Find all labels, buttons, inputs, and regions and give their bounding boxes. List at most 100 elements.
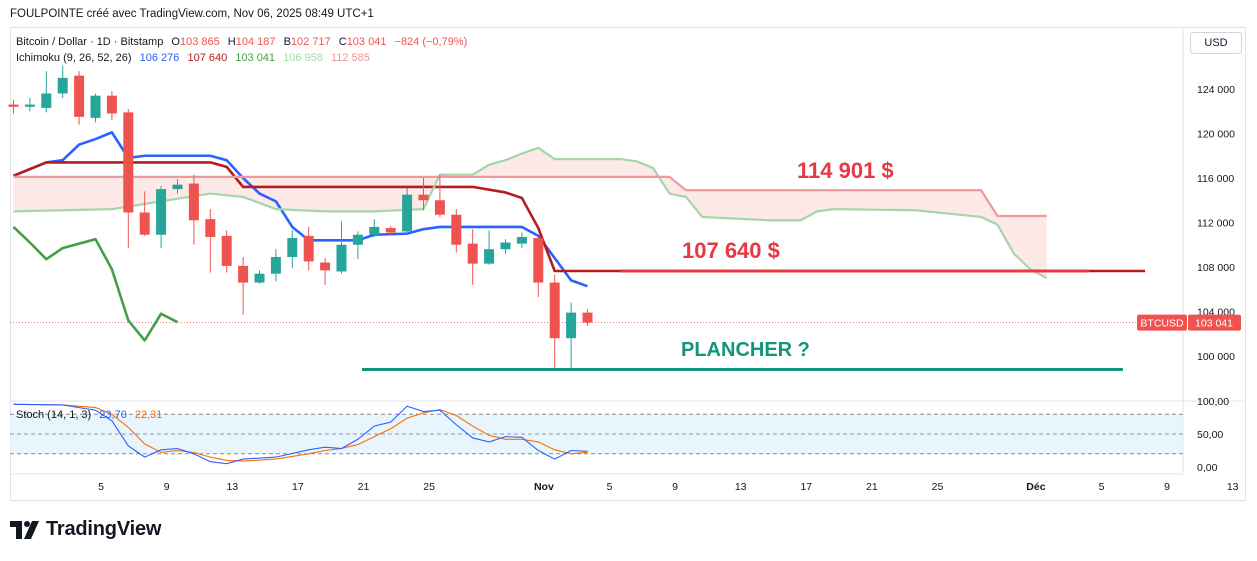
time-axis-tick: 5 <box>607 481 613 493</box>
ichimoku-senkou-a: 106 958 <box>283 52 323 64</box>
time-axis-tick: 5 <box>98 481 104 493</box>
time-axis-tick: 13 <box>226 481 238 493</box>
ohlc-legend: Bitcoin / Dollar · 1D · Bitstamp O103 86… <box>16 36 472 48</box>
candle-body <box>451 214 462 245</box>
price-axis-tick: 116 000 <box>1197 173 1234 185</box>
price-axis-tick: 112 000 <box>1197 218 1234 230</box>
stoch-band <box>10 414 1183 454</box>
stoch-k-value: 23,70 <box>99 409 127 421</box>
candle-body <box>303 235 314 262</box>
time-axis-tick: 5 <box>1099 481 1105 493</box>
time-axis-tick: 9 <box>1164 481 1170 493</box>
candle-body <box>582 312 593 323</box>
kijun-line <box>13 161 1146 273</box>
close-value: C103 041 <box>338 36 387 48</box>
ichimoku-kijun: 107 640 <box>187 52 228 64</box>
ichimoku-senkou-b: 112 585 <box>330 52 370 64</box>
time-axis-tick: 25 <box>423 481 435 493</box>
candle-body <box>74 75 85 117</box>
candle-body <box>336 244 347 272</box>
candle-body <box>57 77 68 94</box>
candle-body <box>385 228 396 233</box>
price-axis-tick: 108 000 <box>1197 262 1235 274</box>
change-value: −824 (−0,79%) <box>394 36 468 48</box>
candle-body <box>484 249 495 264</box>
candle-body <box>270 256 281 274</box>
chart-frame <box>10 27 1246 501</box>
tradingview-wordmark: TradingView <box>46 518 162 540</box>
candle-body <box>533 238 544 283</box>
time-axis-tick: 17 <box>292 481 304 493</box>
annotation-floor: PLANCHER ? <box>681 339 810 361</box>
ichimoku-cloud <box>13 147 1047 279</box>
candle-body <box>369 226 380 235</box>
time-axis-tick: Déc <box>1026 481 1045 493</box>
time-axis-tick: 21 <box>358 481 370 493</box>
low-value: B102 717 <box>283 36 331 48</box>
currency-button[interactable]: USD <box>1190 32 1242 54</box>
candle-body <box>500 242 511 250</box>
tradingview-logo[interactable]: TradingView <box>10 518 161 541</box>
price-axis-tick: 100 000 <box>1197 351 1235 363</box>
price-badge-symbol: BTCUSD <box>1140 318 1184 330</box>
price-badge-value-bg <box>1188 314 1241 331</box>
candle-body <box>205 219 216 237</box>
open-value: O103 865 <box>171 36 220 48</box>
candle-body <box>90 95 101 118</box>
candle-body <box>287 238 298 257</box>
ichimoku-legend: Ichimoku (9, 26, 52, 26) 106 276 107 640… <box>16 52 375 64</box>
senkou-b-line <box>13 175 1047 218</box>
candle-body <box>221 235 232 266</box>
time-axis-tick: 13 <box>735 481 747 493</box>
time-axis-tick: Nov <box>534 481 554 493</box>
candle-body <box>106 95 117 114</box>
stoch-k-line <box>13 403 588 465</box>
candle-body <box>123 112 134 213</box>
price-badge-value: 103 041 <box>1195 318 1233 330</box>
candle-body <box>238 265 249 283</box>
candle-body <box>320 262 331 271</box>
stoch-axis-tick: 100,00 <box>1197 396 1229 408</box>
stoch-axis-tick: 50,00 <box>1197 429 1223 441</box>
candle-body <box>24 104 35 107</box>
annotation-107640: 107 640 $ <box>682 238 780 263</box>
candle-body <box>41 93 52 108</box>
ichimoku-title[interactable]: Ichimoku (9, 26, 52, 26) <box>16 52 132 64</box>
candle-body <box>156 189 167 235</box>
price-axis-tick: 124 000 <box>1197 84 1235 96</box>
candle-body <box>418 194 429 201</box>
tradingview-logo-icon <box>10 520 39 539</box>
stoch-title[interactable]: Stoch (14, 1, 3) <box>16 409 92 421</box>
stoch-legend: Stoch (14, 1, 3) 23,70 22,31 <box>16 409 167 421</box>
candle-body <box>467 243 478 264</box>
candle-body <box>352 234 363 245</box>
symbol-title[interactable]: Bitcoin / Dollar · 1D · Bitstamp <box>16 36 164 48</box>
price-axis-tick: 120 000 <box>1197 129 1235 141</box>
stoch-d-value: 22,31 <box>134 409 163 421</box>
stoch-axis-tick: 0,00 <box>1197 462 1218 474</box>
time-axis-tick: 21 <box>866 481 878 493</box>
candle-body <box>139 212 150 235</box>
senkou-a-line <box>13 146 1048 280</box>
candle-body <box>8 104 19 107</box>
price-badge-symbol-bg <box>1137 314 1187 331</box>
candle-body <box>434 200 445 215</box>
ichimoku-chikou: 103 041 <box>235 52 276 64</box>
ichimoku-tenkan: 106 276 <box>139 52 180 64</box>
time-axis-tick: 9 <box>672 481 678 493</box>
high-value: H104 187 <box>227 36 276 48</box>
candle-body <box>516 236 527 244</box>
candle-body <box>566 312 577 339</box>
candle-body <box>172 184 183 190</box>
time-axis-tick: 13 <box>1227 481 1239 493</box>
candle-body <box>254 273 265 283</box>
time-axis-tick: 9 <box>164 481 170 493</box>
candle-body <box>188 183 199 221</box>
chart-header: FOULPOINTE créé avec TradingView.com, No… <box>10 8 374 20</box>
chikou-line <box>12 226 179 342</box>
time-axis-tick: 25 <box>932 481 944 493</box>
candle-body <box>549 282 560 339</box>
annotation-114901: 114 901 $ <box>797 158 894 183</box>
time-axis-tick: 17 <box>800 481 812 493</box>
